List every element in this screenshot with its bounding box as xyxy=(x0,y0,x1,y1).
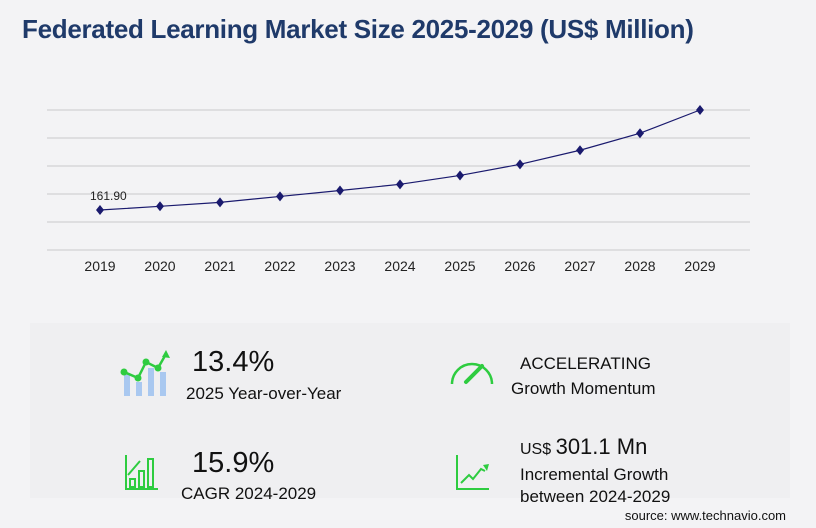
data-point xyxy=(216,197,224,208)
incremental-label-line2: between 2024-2029 xyxy=(520,487,671,506)
x-tick-label: 2023 xyxy=(324,258,355,274)
yoy-label: 2025 Year-over-Year xyxy=(186,384,342,403)
data-point xyxy=(516,159,524,170)
x-tick-label: 2027 xyxy=(564,258,595,274)
data-point xyxy=(96,205,104,216)
currency-prefix: US$ xyxy=(520,441,552,458)
data-point xyxy=(636,128,644,139)
incremental-label-line1: Incremental Growth xyxy=(520,465,669,484)
trend-up-icon xyxy=(456,455,489,490)
incremental-amount: 301.1 Mn xyxy=(555,434,648,459)
series-line xyxy=(99,109,701,211)
data-point xyxy=(396,179,404,190)
yoy-value: 13.4% xyxy=(192,346,275,378)
data-point xyxy=(456,170,464,181)
speedometer-icon xyxy=(450,362,494,385)
x-tick-label: 2028 xyxy=(624,258,655,274)
momentum-label: Growth Momentum xyxy=(511,379,656,398)
cagr-label: CAGR 2024-2029 xyxy=(181,484,317,503)
x-tick-label: 2026 xyxy=(504,258,535,274)
momentum-value: ACCELERATING xyxy=(520,354,651,373)
data-point xyxy=(576,145,584,156)
data-point xyxy=(696,105,704,115)
chart-title: Federated Learning Market Size 2025-2029… xyxy=(22,14,694,44)
x-tick-label: 2025 xyxy=(444,258,475,274)
data-point xyxy=(276,191,284,202)
x-tick-label: 2024 xyxy=(384,258,415,274)
bar-chart-growth-icon xyxy=(125,455,158,490)
bar-line-growth-icon xyxy=(120,350,170,396)
x-tick-label: 2019 xyxy=(84,258,115,274)
x-tick-label: 2020 xyxy=(144,258,175,274)
x-tick-label: 2029 xyxy=(684,258,715,274)
cagr-value: 15.9% xyxy=(192,447,275,479)
x-tick-label: 2022 xyxy=(264,258,295,274)
data-point xyxy=(336,185,344,196)
line-chart: 2019 161.90 2020 2021 2022 2023 2024 2025 2026 20… xyxy=(47,105,750,274)
data-label: 161.90 xyxy=(90,189,127,203)
stats-panel xyxy=(30,323,790,498)
source-text: source: www.technavio.com xyxy=(624,508,786,523)
data-point xyxy=(156,201,164,212)
incremental-value: US$ 301.1 Mn xyxy=(520,434,647,460)
x-tick-label: 2021 xyxy=(204,258,235,274)
